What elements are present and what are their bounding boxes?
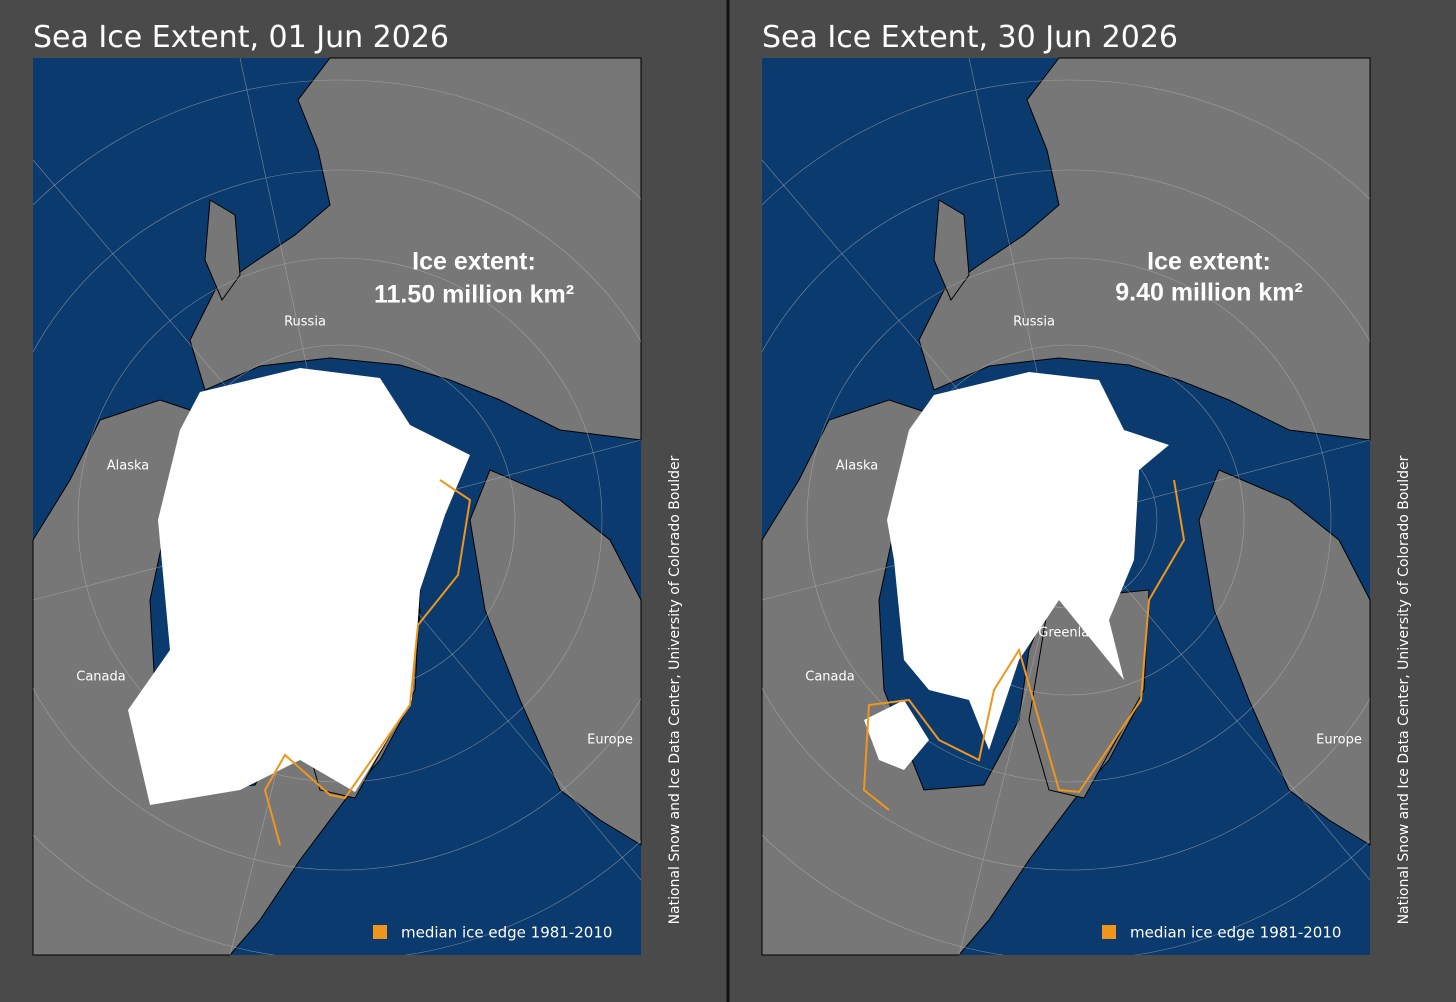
place-label: Russia	[284, 315, 326, 330]
title: Sea Ice Extent, 30 Jun 2026	[762, 20, 1178, 55]
legend-label: median ice edge 1981-2010	[1130, 924, 1341, 942]
place-label: Canada	[76, 670, 125, 685]
credit: National Snow and Ice Data Center, Unive…	[1396, 455, 1412, 924]
extent-heading: Ice extent:	[412, 248, 536, 276]
sea-ice	[864, 700, 929, 770]
sea-ice	[887, 372, 1169, 750]
title: Sea Ice Extent, 01 Jun 2026	[33, 20, 449, 55]
sea-ice	[128, 368, 470, 805]
panel: Sea Ice Extent, 30 Jun 2026 Ice extent: …	[629, 20, 1456, 960]
place-label: Alaska	[836, 459, 879, 474]
extent-value: 11.50 million km²	[374, 281, 574, 309]
median-ice-edge	[862, 479, 1186, 811]
place-label: Europe	[587, 733, 633, 748]
legend-label: median ice edge 1981-2010	[401, 924, 612, 942]
legend-swatch	[1102, 925, 1116, 939]
legend-swatch	[373, 925, 387, 939]
place-label: Russia	[1013, 315, 1055, 330]
place-label: Greenland	[1038, 626, 1105, 641]
extent-heading: Ice extent:	[1147, 248, 1271, 276]
credit: National Snow and Ice Data Center, Unive…	[667, 455, 683, 924]
place-label: Greenland	[309, 626, 376, 641]
median-ice-edge	[263, 479, 472, 846]
place-label: Europe	[1316, 733, 1362, 748]
panel: Sea Ice Extent, 01 Jun 2026 Ice extent: …	[0, 20, 780, 960]
extent-value: 9.40 million km²	[1115, 279, 1303, 307]
place-label: Canada	[805, 670, 854, 685]
place-label: Alaska	[107, 459, 150, 474]
